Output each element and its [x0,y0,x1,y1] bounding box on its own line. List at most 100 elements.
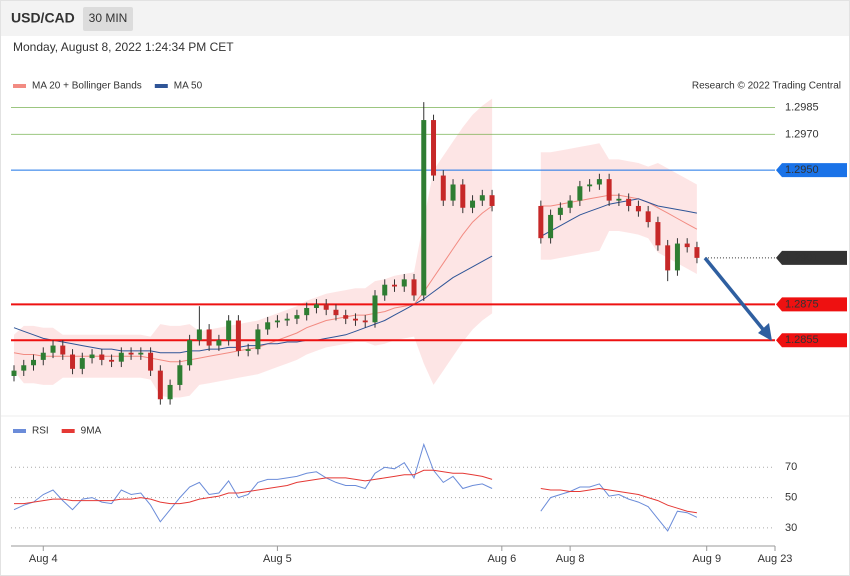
candle-body [284,318,290,321]
level-label: 1.2950 [785,164,819,176]
candle-body [626,198,632,206]
level-label: 1.2875 [785,298,819,310]
candle-body [89,354,95,359]
legend-label: RSI [32,426,49,437]
candle-body [684,243,690,248]
y-tick-label: 50 [785,491,797,503]
candle-body [596,179,602,185]
level-label: 1.2985 [785,101,819,113]
candle-body [655,222,661,246]
candle-body [421,120,427,296]
x-tick-label: Aug 9 [692,553,721,565]
candle-body [577,186,583,201]
candle-body [60,345,66,355]
candle-body [362,320,368,323]
candle-body [196,329,202,341]
candle-body [128,352,134,355]
x-tick-label: Aug 4 [29,553,58,565]
candle-body [313,304,319,308]
y-tick-label: 70 [785,461,797,473]
candle-body [470,200,476,208]
interval[interactable]: 30 MIN [89,11,128,25]
forecast-arrow [703,256,768,335]
candle-body [489,195,495,206]
candle-body [382,284,388,296]
y-tick-label: 30 [785,522,797,534]
header-bar [1,1,849,36]
level-tag [776,297,847,312]
candle-body [635,205,641,212]
candle-body [538,205,544,239]
legend-label: 9MA [81,426,102,437]
candle-body [567,200,573,208]
candle-body [31,359,37,366]
candle-body [226,320,232,341]
legend-swatch [13,84,26,88]
candle-body [99,354,105,360]
candle-body [431,120,437,176]
candle-body [401,279,407,287]
candle-body [79,358,85,369]
candle-body [616,198,622,201]
symbol: USD/CAD [11,10,75,26]
candle-body [265,322,271,330]
candle-body [50,345,56,353]
x-tick-label: Aug 23 [758,553,793,565]
candle-body [606,179,612,201]
candle-body [109,359,115,362]
level-label: 1.2855 [785,334,819,346]
candle-body [157,370,163,400]
legend-swatch [13,429,26,433]
legend-swatch [61,429,75,433]
candle-body [479,195,485,201]
x-tick-label: Aug 8 [556,553,585,565]
candle-body [674,243,680,271]
interval-badge[interactable] [83,7,133,31]
candle-body [235,320,241,351]
rsi-line [13,442,698,532]
candle-body [294,315,300,319]
x-tick-label: Aug 6 [487,553,516,565]
candle-body [323,304,329,310]
level-label: 1.2970 [785,128,819,140]
level-tag [776,250,847,265]
rsi-line [14,469,697,514]
level-tag [776,163,847,178]
forecast-arrowhead [758,323,772,341]
candle-body [304,307,310,316]
candle-body [665,245,671,271]
level-tag [776,333,847,348]
candle-body [460,184,466,208]
candle-body [372,295,378,323]
copyright: Research © 2022 Trading Central [692,81,841,92]
candle-body [411,279,417,296]
candle-body [245,349,251,351]
candle-body [694,247,700,258]
candle-body [255,329,261,350]
candle-body [645,211,651,223]
candle-body [333,309,339,316]
candle-body [177,365,183,385]
candle-body [392,284,397,287]
candle-body [70,354,76,369]
x-tick-label: Aug 5 [263,553,292,565]
candle-body [557,207,563,215]
candle-body [21,365,27,371]
candle-body [440,175,446,201]
candle-body [118,352,124,362]
legend-swatch [154,84,168,88]
legend-label: MA 20 + Bollinger Bands [32,81,142,92]
bollinger-band [14,98,493,398]
candle-body [274,320,280,323]
candle-body [352,318,358,321]
legend-label: MA 50 [174,81,203,92]
candle-body [343,315,349,319]
timestamp: Monday, August 8, 2022 1:24:34 PM CET [13,40,234,54]
candle-body [40,352,46,360]
candle-body [206,329,212,346]
candle-body [587,184,593,187]
candle-body [11,370,17,376]
candle-body [450,184,456,201]
level-label: 1.2901 [785,252,819,264]
